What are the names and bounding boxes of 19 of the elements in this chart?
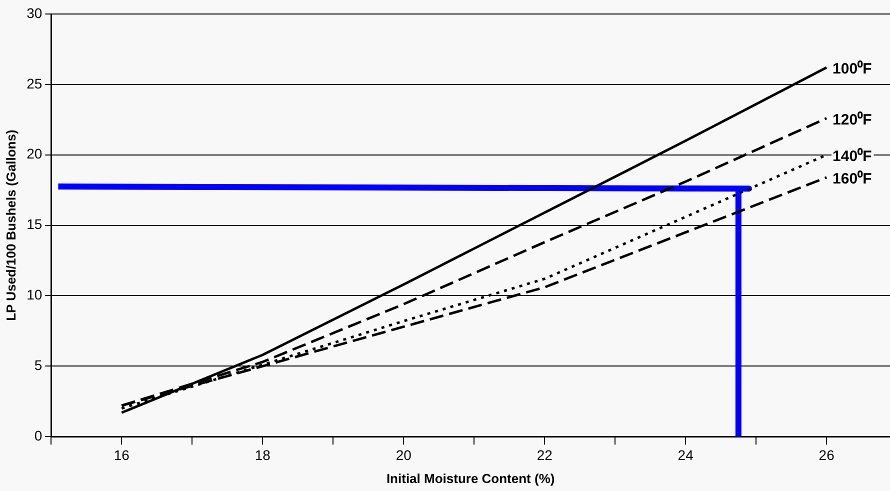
x-tick-label: 16 — [114, 446, 130, 463]
y-tick-label: 10 — [26, 286, 42, 303]
y-tick-label: 30 — [26, 4, 42, 21]
x-tick-label: 22 — [536, 446, 553, 463]
y-tick-label: 25 — [26, 75, 42, 92]
y-tick-label: 5 — [34, 357, 42, 374]
y-axis-title: LP Used/100 Bushels (Gallons) — [3, 130, 18, 321]
x-axis-title: Initial Moisture Content (%) — [386, 470, 555, 486]
y-tick-label: 0 — [34, 427, 42, 444]
series-label: 160⁰F — [832, 170, 872, 188]
x-tick-label: 26 — [818, 446, 835, 463]
x-tick-label: 18 — [254, 446, 271, 463]
y-tick-label: 15 — [26, 216, 42, 232]
series-label: 120⁰F — [832, 110, 872, 128]
x-tick-label: 20 — [396, 446, 412, 463]
series-label: 140⁰F — [832, 147, 872, 166]
series-label: 100⁰F — [832, 60, 872, 78]
x-tick-label: 24 — [678, 446, 694, 463]
y-tick-label: 20 — [26, 146, 42, 162]
